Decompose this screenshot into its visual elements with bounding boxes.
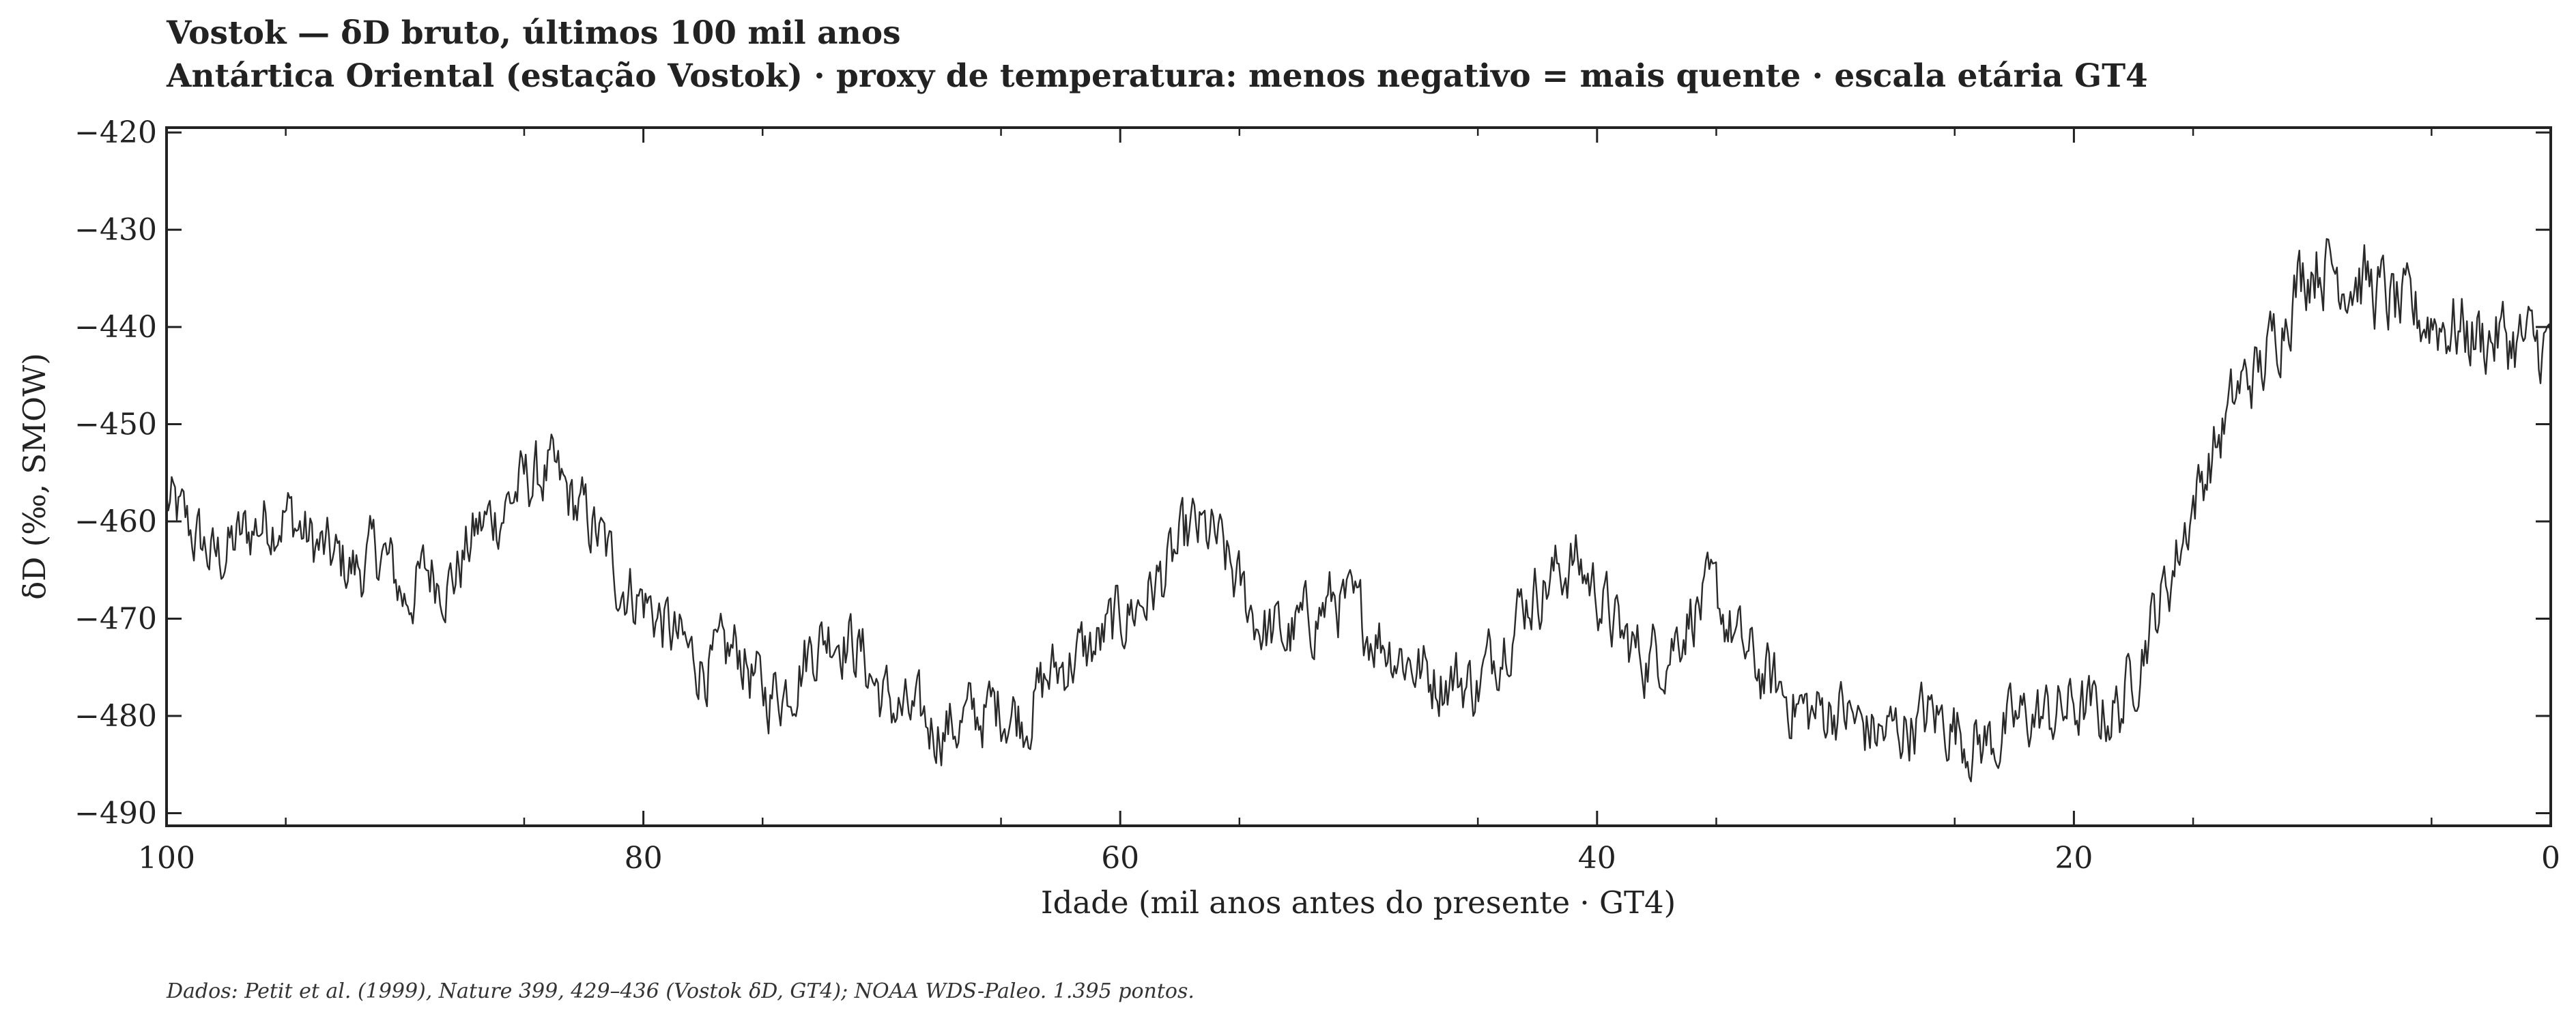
x-tick-label: 0: [2541, 841, 2560, 876]
chart-title: Vostok — δD bruto, últimos 100 mil anos: [166, 14, 901, 52]
y-tick-label: −420: [74, 115, 157, 150]
y-tick-label: −440: [74, 310, 157, 345]
y-axis-label: δD (‰, SMOW): [16, 353, 53, 600]
series-line: [167, 238, 2551, 783]
x-tick-label: 80: [625, 841, 663, 876]
x-axis-label: Idade (mil anos antes do presente · GT4): [1041, 885, 1676, 921]
y-tick-label: −480: [74, 699, 157, 734]
x-tick-label: 40: [1578, 841, 1616, 876]
y-tick-label: −460: [74, 504, 157, 539]
y-tick-label: −430: [74, 213, 157, 248]
y-tick-label: −450: [74, 407, 157, 442]
x-tick-label: 60: [1101, 841, 1139, 876]
y-tick-label: −490: [74, 796, 157, 831]
x-tick-label: 100: [138, 841, 195, 876]
plot-frame: [165, 126, 2552, 827]
x-tick-label: 20: [2055, 841, 2093, 876]
source-note: Dados: Petit et al. (1999), Nature 399, …: [166, 979, 1194, 1003]
y-axis: −420 −430 −440 −450 −460 −470 −480 −490: [74, 115, 2551, 831]
x-axis: 100 80 60 40 20 0: [138, 128, 2560, 876]
y-tick-label: −470: [74, 602, 157, 637]
chart-subtitle: Antártica Oriental (estação Vostok) · pr…: [166, 57, 2148, 95]
